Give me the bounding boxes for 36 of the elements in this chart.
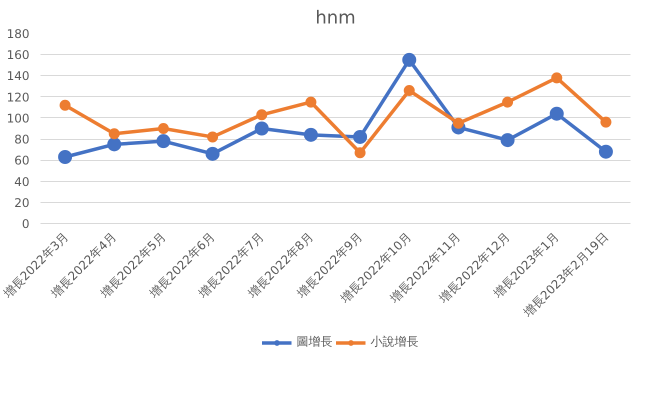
point (107, 137, 122, 152)
point (551, 72, 562, 84)
y-tick-label: 180 (6, 27, 30, 41)
y-tick-label: 80 (14, 132, 30, 147)
y-tick-label: 100 (6, 111, 30, 126)
point (207, 131, 218, 142)
point (256, 109, 268, 120)
point (354, 147, 366, 158)
legend-label: 小說增長 (370, 334, 418, 350)
point (402, 52, 416, 67)
point (304, 128, 318, 142)
point (158, 123, 169, 134)
y-tick-label: 160 (6, 48, 30, 62)
point (156, 134, 170, 148)
y-tick-label: 140 (6, 69, 30, 84)
y-tick-label: 120 (6, 90, 30, 104)
point (305, 96, 316, 108)
point (502, 96, 514, 108)
point (254, 122, 269, 136)
point (353, 130, 368, 144)
point (60, 100, 71, 111)
point (598, 144, 613, 159)
y-tick-label: 20 (14, 196, 30, 210)
chart-title: hnm (315, 8, 356, 28)
point (452, 118, 464, 129)
point (58, 150, 72, 164)
legend-label: 圖增長 (296, 334, 332, 350)
point (206, 146, 220, 161)
point (550, 106, 564, 121)
y-tick-label: 60 (14, 154, 30, 168)
y-tick-label: 0 (22, 217, 30, 231)
point (500, 133, 515, 148)
point (600, 116, 612, 128)
y-tick-label: 40 (14, 174, 30, 189)
point (108, 128, 120, 140)
point (404, 85, 415, 96)
